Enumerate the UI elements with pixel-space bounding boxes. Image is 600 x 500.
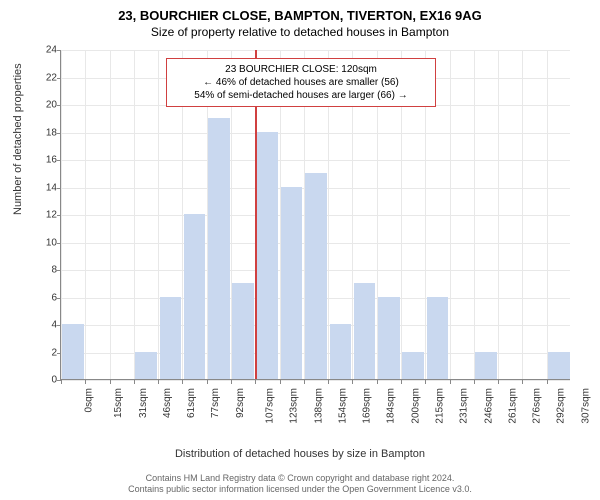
histogram-bar xyxy=(232,283,253,379)
y-tick-label: 16 xyxy=(37,155,57,166)
x-tick-label: 215sqm xyxy=(435,388,446,424)
histogram-bar xyxy=(330,324,351,379)
chart-title: 23, BOURCHIER CLOSE, BAMPTON, TIVERTON, … xyxy=(0,0,600,23)
chart-area: 0246810121416182022240sqm15sqm31sqm46sqm… xyxy=(60,50,570,410)
x-tick-label: 276sqm xyxy=(532,388,543,424)
y-tick-label: 14 xyxy=(37,182,57,193)
histogram-bar xyxy=(184,214,205,379)
footer-line1: Contains HM Land Registry data © Crown c… xyxy=(0,473,600,485)
footer-line2: Contains public sector information licen… xyxy=(0,484,600,496)
histogram-bar xyxy=(402,352,423,380)
x-tick-label: 46sqm xyxy=(162,388,173,418)
y-tick-label: 0 xyxy=(37,375,57,386)
histogram-bar xyxy=(208,118,229,379)
y-tick-label: 22 xyxy=(37,72,57,83)
x-tick-label: 138sqm xyxy=(313,388,324,424)
histogram-bar xyxy=(427,297,448,380)
x-tick-label: 169sqm xyxy=(362,388,373,424)
x-tick-label: 77sqm xyxy=(210,388,221,418)
y-tick-label: 20 xyxy=(37,100,57,111)
histogram-bar xyxy=(305,173,326,379)
y-tick-label: 24 xyxy=(37,45,57,56)
histogram-bar xyxy=(160,297,181,380)
x-tick-label: 92sqm xyxy=(235,388,246,418)
x-axis-label: Distribution of detached houses by size … xyxy=(0,448,600,460)
histogram-bar xyxy=(62,324,83,379)
x-tick-label: 0sqm xyxy=(83,388,94,412)
x-tick-label: 200sqm xyxy=(410,388,421,424)
annotation-line1: 23 BOURCHIER CLOSE: 120sqm xyxy=(175,63,427,76)
histogram-bar xyxy=(257,132,278,380)
annotation-line2: ← 46% of detached houses are smaller (56… xyxy=(175,76,427,89)
x-tick-label: 184sqm xyxy=(386,388,397,424)
y-tick-label: 10 xyxy=(37,237,57,248)
histogram-bar xyxy=(475,352,496,380)
y-axis-label: Number of detached properties xyxy=(12,63,24,215)
y-tick-label: 12 xyxy=(37,210,57,221)
y-tick-label: 4 xyxy=(37,320,57,331)
x-tick-label: 292sqm xyxy=(556,388,567,424)
x-tick-label: 307sqm xyxy=(580,388,591,424)
annotation-line3: 54% of semi-detached houses are larger (… xyxy=(175,89,427,102)
x-tick-label: 31sqm xyxy=(138,388,149,418)
x-tick-label: 123sqm xyxy=(289,388,300,424)
x-tick-label: 107sqm xyxy=(265,388,276,424)
y-tick-label: 6 xyxy=(37,292,57,303)
histogram-bar xyxy=(281,187,302,380)
x-tick-label: 261sqm xyxy=(507,388,518,424)
chart-subtitle: Size of property relative to detached ho… xyxy=(0,23,600,39)
y-tick-label: 2 xyxy=(37,347,57,358)
y-tick-label: 8 xyxy=(37,265,57,276)
histogram-bar xyxy=(354,283,375,379)
histogram-bar xyxy=(135,352,156,380)
x-tick-label: 231sqm xyxy=(459,388,470,424)
x-tick-label: 61sqm xyxy=(186,388,197,418)
y-tick-label: 18 xyxy=(37,127,57,138)
chart-container: 23, BOURCHIER CLOSE, BAMPTON, TIVERTON, … xyxy=(0,0,600,500)
x-tick-label: 246sqm xyxy=(483,388,494,424)
footer: Contains HM Land Registry data © Crown c… xyxy=(0,473,600,496)
histogram-bar xyxy=(378,297,399,380)
x-tick-label: 15sqm xyxy=(113,388,124,418)
annotation-box: 23 BOURCHIER CLOSE: 120sqm ← 46% of deta… xyxy=(166,58,436,107)
plot-region: 0246810121416182022240sqm15sqm31sqm46sqm… xyxy=(60,50,570,380)
x-tick-label: 154sqm xyxy=(337,388,348,424)
histogram-bar xyxy=(548,352,569,380)
